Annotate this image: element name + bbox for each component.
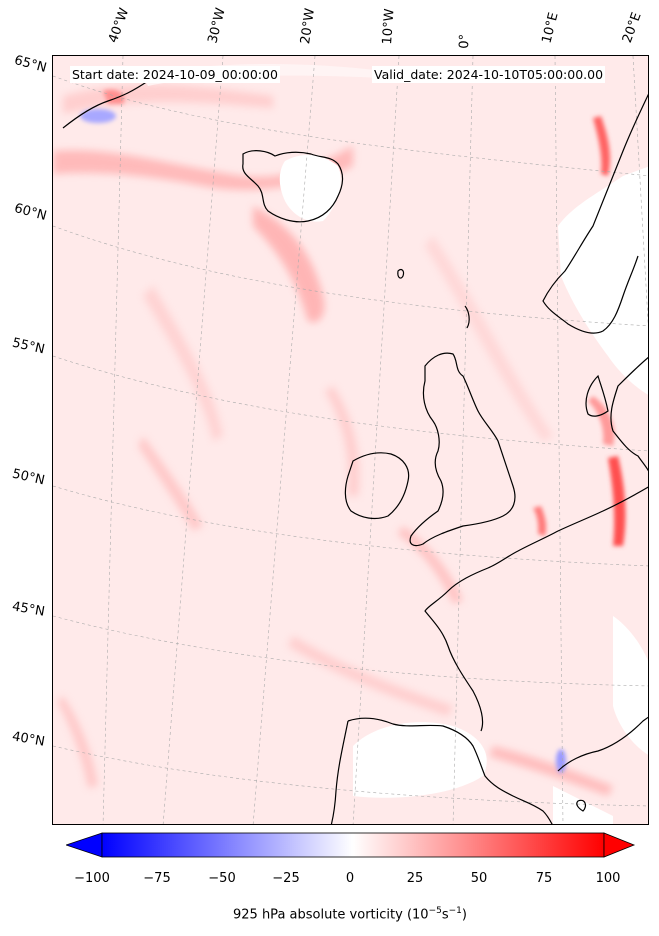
coast-denmark (585, 374, 609, 417)
lon-label-30w: 30°W (205, 6, 229, 46)
colorbar (66, 832, 636, 858)
colorbar-label: 925 hPa absolute vorticity (10−5s−1) (233, 906, 467, 923)
lon-label-10w: 10°W (380, 8, 398, 45)
coast-faroe (397, 269, 405, 279)
colorbar-min-extend-arrow (66, 832, 103, 858)
colorbar-tick: 25 (406, 871, 424, 886)
colorbar-tick: 100 (595, 871, 621, 886)
colorbar-tick: 50 (470, 871, 488, 886)
coast-ireland (344, 452, 410, 520)
coast-continent (424, 486, 648, 732)
coast-shetland (464, 305, 470, 329)
lat-label-65n: 65°N (12, 53, 49, 76)
coast-iberia-west (330, 720, 349, 824)
lon-label-10e: 10°E (539, 11, 562, 45)
lon-label-0: 0° (457, 33, 473, 49)
valid-date-label: Valid_date: 2024-10-10T05:00:00.00 (372, 66, 606, 83)
colorbar-tick: −75 (143, 871, 171, 886)
coast-iberia-north (347, 717, 553, 824)
colorbar-gradient (101, 832, 605, 858)
lon-label-20w: 20°W (298, 7, 318, 45)
coast-iceland (242, 150, 344, 223)
lat-label-55n: 55°N (10, 335, 47, 358)
coast-balearic (576, 799, 587, 812)
start-date-label: Start date: 2024-10-09_00:00:00 (70, 66, 280, 83)
map-canvas (53, 56, 648, 824)
negative-vorticity-shading (80, 109, 566, 773)
lat-label-40n: 40°N (10, 729, 46, 750)
lat-label-60n: 60°N (12, 201, 49, 224)
vorticity-map (52, 55, 649, 825)
lon-label-40w: 40°W (105, 6, 133, 45)
colorbar-tick: 75 (535, 871, 553, 886)
lat-label-50n: 50°N (10, 466, 47, 489)
colorbar-tick: −25 (272, 871, 300, 886)
coast-mediterranean (557, 716, 648, 772)
colorbar-tick: 0 (345, 871, 355, 886)
coast-norway (542, 93, 648, 334)
graticule (53, 56, 648, 824)
colorbar-max-extend-arrow (603, 832, 636, 858)
lon-label-20e: 20°E (619, 10, 645, 46)
lat-label-45n: 45°N (10, 599, 46, 620)
coast-great-britain (409, 352, 516, 547)
coastlines (62, 80, 648, 824)
colorbar-tick: −50 (208, 871, 236, 886)
coast-greenland (62, 80, 149, 129)
coast-sweden (610, 356, 648, 472)
colorbar-tick: −100 (74, 871, 110, 886)
